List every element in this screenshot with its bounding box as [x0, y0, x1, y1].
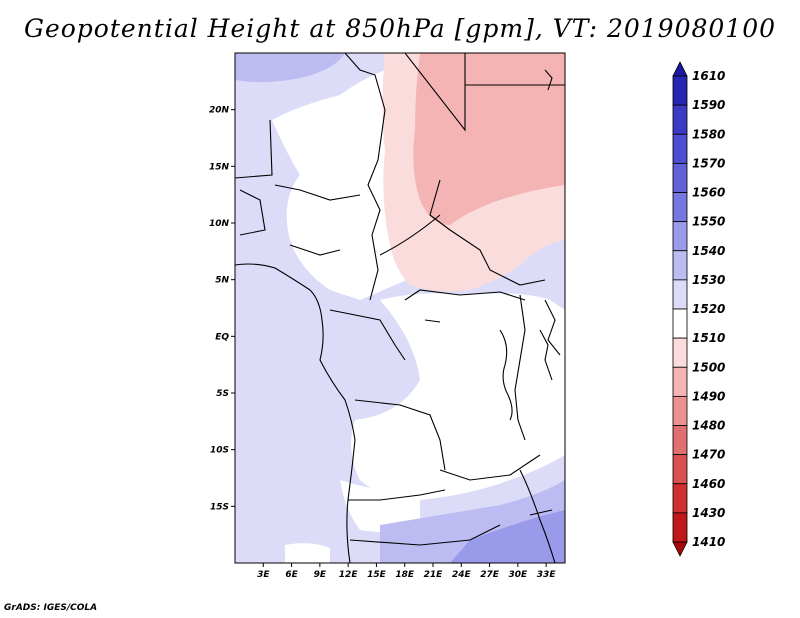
- colorbar-swatch: [672, 395, 688, 426]
- colorbar-level-label: 1520: [692, 302, 725, 316]
- colorbar-bottom-arrow: [672, 541, 688, 557]
- lon-tick-label: 15E: [367, 570, 387, 580]
- colorbar-swatch: [672, 133, 688, 164]
- colorbar-swatch: [672, 104, 688, 135]
- colorbar-level-label: 1480: [692, 419, 725, 433]
- colorbar-level-label: 1570: [692, 156, 725, 170]
- lon-tick-label: 6E: [285, 570, 298, 580]
- latitude-axis: 20N 15N 10N 5N EQ 5S 10S 15S: [209, 106, 235, 512]
- colorbar-swatch: [672, 483, 688, 514]
- map-plot: [235, 53, 565, 563]
- colorbar: 1610 1590 1580 1570 1560 1550 1540 1530 1520 1510…: [672, 61, 725, 557]
- map-frame: [234, 52, 566, 564]
- colorbar-swatch: [672, 308, 688, 339]
- colorbar-swatch: [672, 454, 688, 485]
- colorbar-swatch: [672, 279, 688, 310]
- colorbar-level-label: 1500: [692, 360, 725, 374]
- lon-tick-label: 24E: [452, 570, 472, 580]
- coastlines-borders: [235, 53, 565, 563]
- lon-tick-label: 30E: [509, 570, 529, 580]
- lat-tick-label: 15S: [210, 502, 229, 512]
- lon-tick-label: 3E: [257, 570, 270, 580]
- colorbar-level-label: 1580: [692, 127, 725, 141]
- lat-tick-label: 15N: [209, 162, 230, 172]
- colorbar-top-arrow: [672, 61, 688, 77]
- lon-tick-label: 33E: [537, 570, 557, 580]
- colorbar-swatch: [672, 512, 688, 543]
- colorbar-level-label: 1460: [692, 477, 725, 491]
- colorbar-swatch: [672, 250, 688, 281]
- lon-tick-label: 9E: [314, 570, 327, 580]
- colorbar-level-label: 1560: [692, 186, 725, 200]
- colorbar-swatch: [672, 75, 688, 106]
- colorbar-swatch: [672, 192, 688, 223]
- lat-tick-label: 10S: [210, 446, 229, 456]
- colorbar-level-label: 1610: [692, 69, 725, 83]
- height-field-1530-north: [235, 53, 345, 83]
- height-field-1510-south: [340, 480, 420, 533]
- lat-tick-label: 20N: [209, 106, 230, 116]
- height-field-1490: [413, 53, 565, 225]
- lon-tick-label: 18E: [395, 570, 415, 580]
- grads-credit: GrADS: IGES/COLA: [4, 603, 98, 613]
- colorbar-level-label: 1510: [692, 331, 725, 345]
- lat-tick-label: 5N: [215, 276, 229, 286]
- colorbar-level-label: 1590: [692, 98, 725, 112]
- colorbar-swatch: [672, 366, 688, 397]
- colorbar-swatch: [672, 162, 688, 193]
- colorbar-swatch: [672, 221, 688, 252]
- height-field-1540-south: [450, 510, 565, 563]
- lat-tick-label: 10N: [209, 219, 230, 229]
- height-field-1510-sw: [285, 543, 330, 563]
- lon-tick-label: 21E: [424, 570, 444, 580]
- colorbar-level-label: 1490: [692, 389, 725, 403]
- lat-tick-label: 5S: [216, 389, 229, 399]
- colorbar-level-label: 1410: [692, 535, 725, 549]
- colorbar-level-label: 1530: [692, 273, 725, 287]
- colorbar-swatch: [672, 337, 688, 368]
- colorbar-swatch: [672, 425, 688, 456]
- map-title: Geopotential Height at 850hPa [gpm], VT:…: [23, 14, 777, 43]
- colorbar-level-label: 1470: [692, 448, 725, 462]
- colorbar-level-label: 1550: [692, 215, 725, 229]
- colorbar-level-label: 1540: [692, 244, 725, 258]
- lon-tick-label: 12E: [339, 570, 359, 580]
- colorbar-level-label: 1430: [692, 506, 725, 520]
- height-field-1510-central: [351, 293, 565, 500]
- lon-tick-label: 27E: [480, 570, 500, 580]
- lat-tick-label: EQ: [215, 332, 229, 342]
- longitude-axis: 3E 6E 9E 12E 15E 18E 21E 24E 27E 30E 33E: [257, 563, 556, 580]
